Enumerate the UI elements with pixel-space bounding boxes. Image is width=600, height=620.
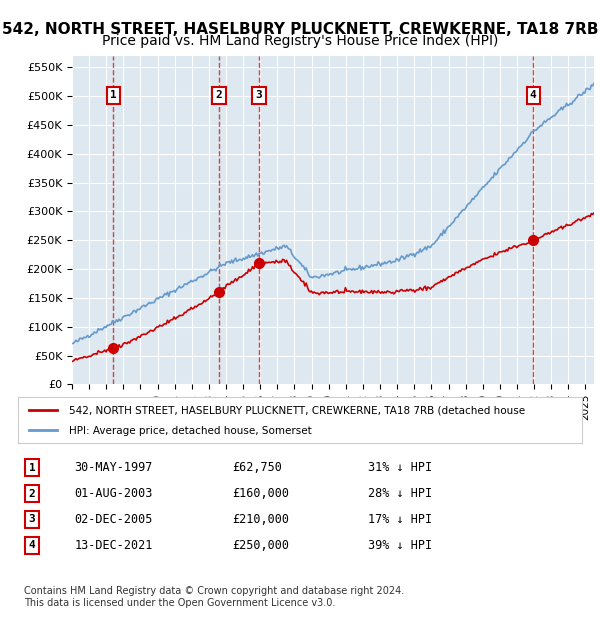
Text: 4: 4 xyxy=(530,91,536,100)
Text: £160,000: £160,000 xyxy=(232,487,289,500)
Text: 1: 1 xyxy=(29,463,35,472)
Text: £210,000: £210,000 xyxy=(232,513,289,526)
Text: 3: 3 xyxy=(256,91,262,100)
Text: £62,750: £62,750 xyxy=(232,461,282,474)
Text: 30-MAY-1997: 30-MAY-1997 xyxy=(74,461,153,474)
Text: 01-AUG-2003: 01-AUG-2003 xyxy=(74,487,153,500)
Text: Contains HM Land Registry data © Crown copyright and database right 2024.
This d: Contains HM Land Registry data © Crown c… xyxy=(24,586,404,608)
Text: 2: 2 xyxy=(29,489,35,498)
Text: 542, NORTH STREET, HASELBURY PLUCKNETT, CREWKERNE, TA18 7RB: 542, NORTH STREET, HASELBURY PLUCKNETT, … xyxy=(2,22,598,37)
Text: 3: 3 xyxy=(29,515,35,525)
Text: 17% ↓ HPI: 17% ↓ HPI xyxy=(368,513,432,526)
Text: 31% ↓ HPI: 31% ↓ HPI xyxy=(368,461,432,474)
Text: 28% ↓ HPI: 28% ↓ HPI xyxy=(368,487,432,500)
Text: £250,000: £250,000 xyxy=(232,539,289,552)
Text: 542, NORTH STREET, HASELBURY PLUCKNETT, CREWKERNE, TA18 7RB (detached house: 542, NORTH STREET, HASELBURY PLUCKNETT, … xyxy=(69,405,525,416)
Text: 2: 2 xyxy=(215,91,222,100)
Text: Price paid vs. HM Land Registry's House Price Index (HPI): Price paid vs. HM Land Registry's House … xyxy=(102,34,498,48)
Text: 39% ↓ HPI: 39% ↓ HPI xyxy=(368,539,432,552)
Text: 4: 4 xyxy=(29,541,35,551)
Text: 13-DEC-2021: 13-DEC-2021 xyxy=(74,539,153,552)
Text: 02-DEC-2005: 02-DEC-2005 xyxy=(74,513,153,526)
Text: HPI: Average price, detached house, Somerset: HPI: Average price, detached house, Some… xyxy=(69,426,311,436)
Text: 1: 1 xyxy=(110,91,116,100)
